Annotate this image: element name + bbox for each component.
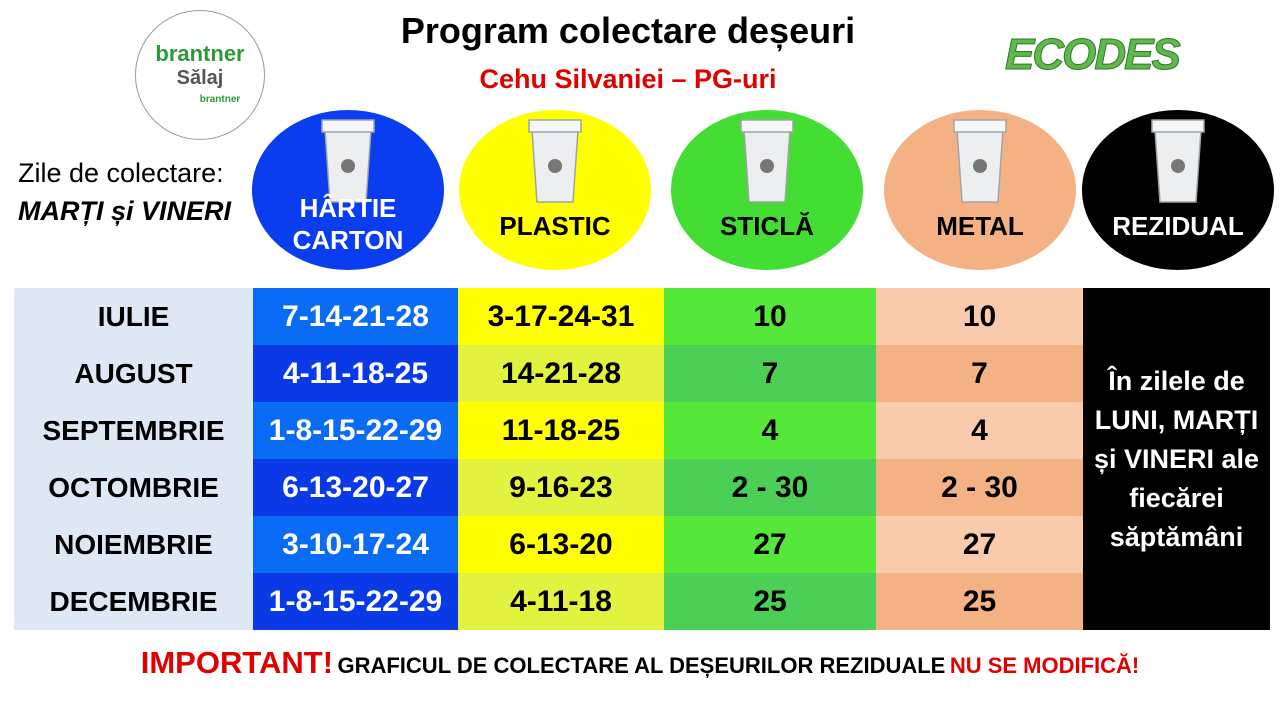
table-cell: 4 [664, 402, 876, 459]
category-label-line: METAL [936, 211, 1024, 241]
table-row: SEPTEMBRIE 1-8-15-22-29 11-18-25 4 4 [14, 402, 1270, 459]
table-cell: 6-13-20 [458, 516, 664, 573]
footer-text: GRAFICUL DE COLECTARE AL DEȘEURILOR REZI… [337, 653, 946, 678]
title: Program colectare deșeuri [400, 10, 856, 51]
category-circle: METAL [884, 110, 1076, 270]
logo-small: brantner [199, 94, 241, 105]
footer: IMPORTANT! GRAFICUL DE COLECTARE AL DEȘE… [0, 645, 1280, 681]
days-label: Zile de colectare: [18, 158, 224, 188]
category-circle: REZIDUAL [1082, 110, 1274, 270]
category-label: HÂRTIE CARTON [252, 192, 444, 256]
table-cell: 11-18-25 [458, 402, 664, 459]
table-cell: 1-8-15-22-29 [253, 402, 458, 459]
category-label: REZIDUAL [1082, 210, 1274, 242]
table-cell: 3-10-17-24 [253, 516, 458, 573]
category-label-line: CARTON [292, 225, 404, 255]
table-cell: OCTOMBRIE [14, 459, 253, 516]
footer-important: IMPORTANT! [140, 645, 334, 680]
table-cell: AUGUST [14, 345, 253, 402]
table-cell: 3-17-24-31 [458, 288, 664, 345]
table-cell: 7-14-21-28 [253, 288, 458, 345]
category-label-line: PLASTIC [499, 211, 611, 241]
table-cell: 4-11-18 [458, 573, 664, 630]
table-cell: IULIE [14, 288, 253, 345]
table-cell: 25 [664, 573, 876, 630]
table-cell: SEPTEMBRIE [14, 402, 253, 459]
table-cell: 1-8-15-22-29 [253, 573, 458, 630]
category-label: PLASTIC [459, 210, 651, 242]
category-label-line: REZIDUAL [1112, 211, 1244, 241]
logo-right: ECODES [1005, 30, 1182, 80]
category-circle: STICLĂ [671, 110, 863, 270]
category-label: STICLĂ [671, 210, 863, 242]
residual-note: În zilele de LUNI, MARȚI și VINERI ale f… [1083, 288, 1270, 630]
table-cell: 10 [664, 288, 876, 345]
table-row: OCTOMBRIE 6-13-20-27 9-16-23 2 - 30 2 - 30 [14, 459, 1270, 516]
table-cell: 27 [876, 516, 1083, 573]
table-cell: 4-11-18-25 [253, 345, 458, 402]
table-cell: 9-16-23 [458, 459, 664, 516]
bin-icon [740, 119, 794, 203]
bin-icon [321, 119, 375, 203]
logo-left: brantner Sălaj brantner [135, 10, 265, 140]
table-cell: 2 - 30 [664, 459, 876, 516]
logo-region: Sălaj [176, 67, 224, 89]
category-label-line: HÂRTIE [299, 193, 397, 223]
logo-brand: brantner [155, 41, 245, 66]
bin-icon [953, 119, 1007, 203]
days: MARȚI și VINERI [18, 196, 232, 226]
bin-icon [1151, 119, 1205, 203]
table-cell: 7 [664, 345, 876, 402]
table-cell: 25 [876, 573, 1083, 630]
table-cell: DECEMBRIE [14, 573, 253, 630]
table-cell: 7 [876, 345, 1083, 402]
table-row: DECEMBRIE 1-8-15-22-29 4-11-18 25 25 [14, 573, 1270, 630]
table-cell: NOIEMBRIE [14, 516, 253, 573]
table-cell: 2 - 30 [876, 459, 1083, 516]
category-label: METAL [884, 210, 1076, 242]
category-circle: PLASTIC [459, 110, 651, 270]
table-cell: 27 [664, 516, 876, 573]
table-row: IULIE 7-14-21-28 3-17-24-31 10 10 [14, 288, 1270, 345]
footer-emphasis: NU SE MODIFICĂ! [949, 653, 1140, 678]
category-label-line: STICLĂ [720, 211, 814, 241]
table-row: AUGUST 4-11-18-25 14-21-28 7 7 [14, 345, 1270, 402]
table-cell: 6-13-20-27 [253, 459, 458, 516]
bin-icon [528, 119, 582, 203]
table-row: NOIEMBRIE 3-10-17-24 6-13-20 27 27 [14, 516, 1270, 573]
category-circle: HÂRTIE CARTON [252, 110, 444, 270]
subtitle: Cehu Silvaniei – PG-uri [479, 64, 777, 94]
table-cell: 14-21-28 [458, 345, 664, 402]
table-cell: 4 [876, 402, 1083, 459]
table-cell: 10 [876, 288, 1083, 345]
